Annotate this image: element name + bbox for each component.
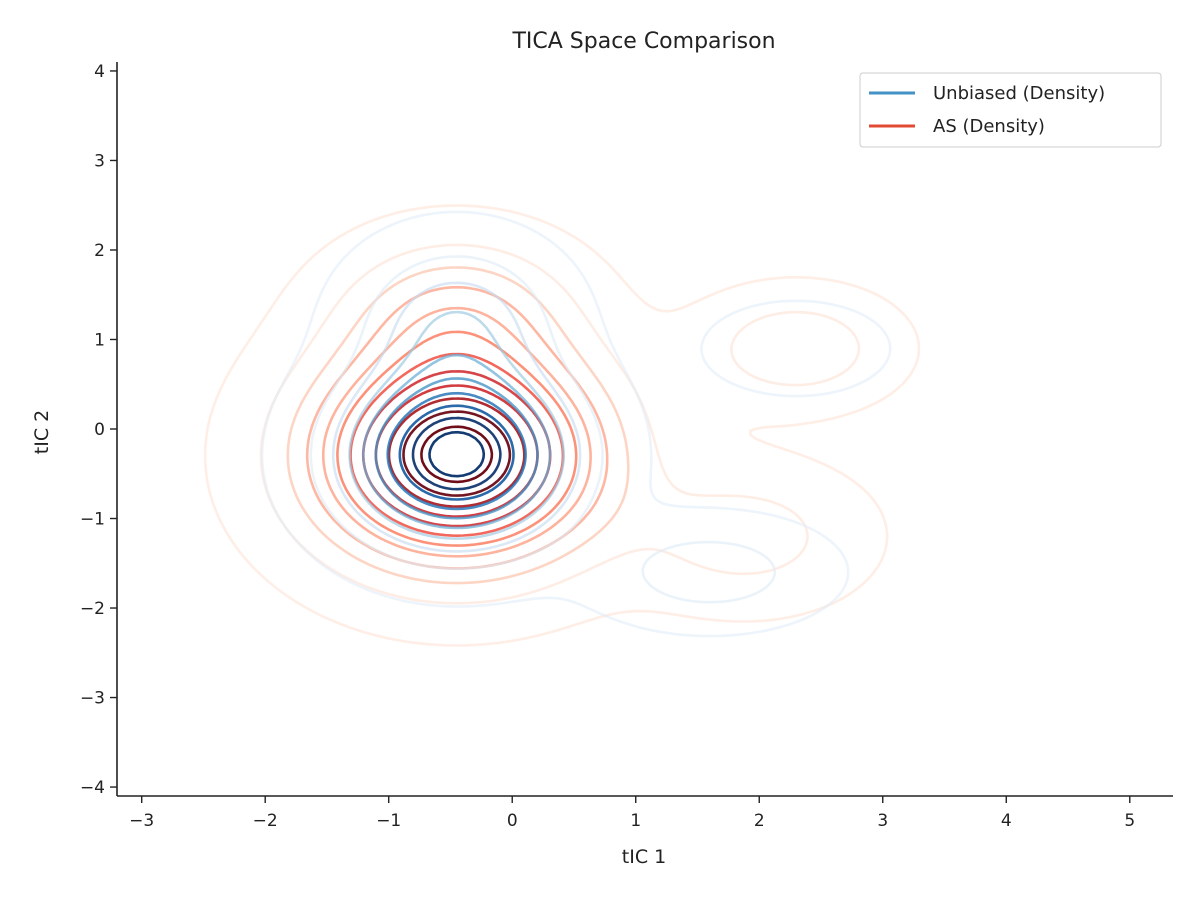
contour-line bbox=[374, 377, 539, 520]
x-tick-label: −3 bbox=[129, 811, 154, 831]
contour-series-unbiased bbox=[260, 210, 892, 638]
y-tick-label: −1 bbox=[80, 510, 105, 530]
contour-area bbox=[203, 204, 921, 647]
x-tick-label: 1 bbox=[630, 811, 641, 831]
y-tick-label: 3 bbox=[94, 151, 105, 171]
x-tick-label: 3 bbox=[877, 811, 888, 831]
y-axis-label: tIC 2 bbox=[31, 410, 53, 454]
contour-line bbox=[203, 204, 921, 647]
y-tick-label: 2 bbox=[94, 241, 105, 261]
x-tick-label: −1 bbox=[376, 811, 401, 831]
contour-line bbox=[259, 243, 861, 605]
contour-line bbox=[286, 266, 630, 585]
contour-line bbox=[331, 281, 582, 553]
x-tick-label: 5 bbox=[1124, 811, 1135, 831]
contour-line bbox=[362, 353, 552, 530]
contour-line bbox=[428, 430, 486, 478]
y-tick-label: −2 bbox=[80, 599, 105, 619]
x-axis-label: tIC 1 bbox=[622, 846, 666, 868]
y-tick-label: −4 bbox=[80, 778, 105, 798]
contour-line bbox=[260, 210, 892, 638]
contour-line bbox=[398, 404, 515, 501]
legend-box bbox=[859, 72, 1162, 148]
contour-line bbox=[386, 391, 527, 511]
y-tick-label: 0 bbox=[94, 420, 105, 440]
chart-title: TICA Space Comparison bbox=[511, 29, 775, 54]
contour-series-as bbox=[203, 204, 921, 647]
x-tick-label: 2 bbox=[754, 811, 765, 831]
contour-line bbox=[420, 425, 494, 484]
legend: Unbiased (Density) AS (Density) bbox=[859, 72, 1162, 148]
legend-label-unbiased: Unbiased (Density) bbox=[933, 83, 1105, 104]
y-tick-label: 4 bbox=[94, 62, 105, 82]
x-tick-label: −2 bbox=[253, 811, 278, 831]
contour-line bbox=[411, 416, 502, 491]
contour-line bbox=[309, 255, 777, 604]
y-tick-label: −3 bbox=[80, 689, 105, 709]
legend-label-as: AS (Density) bbox=[933, 116, 1045, 137]
contour-line bbox=[348, 310, 565, 540]
y-tick-label: 1 bbox=[94, 330, 105, 350]
contour-line bbox=[387, 397, 526, 508]
contour-line bbox=[402, 410, 512, 497]
x-tick-label: 4 bbox=[1001, 811, 1012, 831]
axes: −3 −2 −1 0 1 2 3 4 5 −4 −3 −2 −1 0 1 2 3 4 bbox=[80, 62, 1173, 831]
x-tick-label: 0 bbox=[507, 811, 518, 831]
